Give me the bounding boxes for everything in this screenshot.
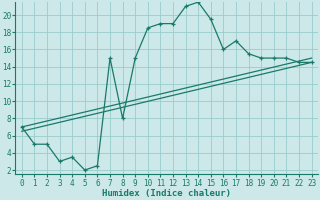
X-axis label: Humidex (Indice chaleur): Humidex (Indice chaleur) bbox=[102, 189, 231, 198]
